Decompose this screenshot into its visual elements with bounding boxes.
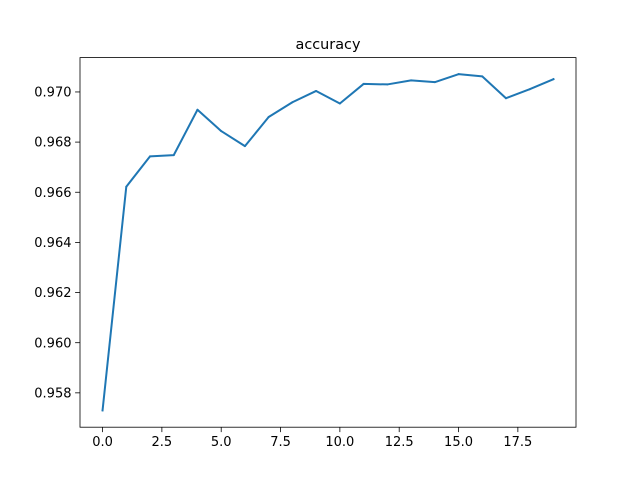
data-point [125,185,128,188]
y-tick-label: 0.960 [34,336,71,351]
data-point [220,130,223,133]
data-point [552,78,555,81]
y-tick-label: 0.966 [34,186,71,201]
data-point [315,89,318,92]
data-point [504,97,507,100]
chart-title: accuracy [296,37,361,53]
x-tick-label: 17.5 [503,435,532,450]
data-point [149,155,152,158]
x-tick-label: 7.5 [270,435,291,450]
data-point [291,101,294,104]
x-tick-label: 0.0 [92,435,113,450]
data-point [338,102,341,105]
data-point [362,82,365,85]
x-axis: 0.0 2.5 5.0 7.5 10.0 12.5 15.0 17.5 [92,427,532,450]
x-tick-label: 15.0 [444,435,473,450]
y-tick-label: 0.970 [34,86,71,101]
y-tick-label: 0.962 [34,286,71,301]
x-tick-label: 2.5 [152,435,173,450]
data-point [101,409,104,412]
data-point [481,75,484,78]
plot-content [101,73,555,412]
x-tick-label: 5.0 [211,435,232,450]
data-point [410,79,413,82]
data-point [386,83,389,86]
y-tick-label: 0.958 [34,386,71,401]
data-point [267,116,270,119]
x-tick-label: 12.5 [385,435,414,450]
y-tick-label: 0.964 [34,236,71,251]
series-line-0 [101,73,555,412]
data-point [196,108,199,111]
x-tick-label: 10.0 [325,435,354,450]
data-point [528,88,531,91]
data-point [172,154,175,157]
y-tick-label: 0.968 [34,136,71,151]
data-point [457,73,460,76]
data-point [243,145,246,148]
y-axis: 0.958 0.960 0.962 0.964 0.966 0.968 0.970 [34,86,80,401]
data-point [433,81,436,84]
